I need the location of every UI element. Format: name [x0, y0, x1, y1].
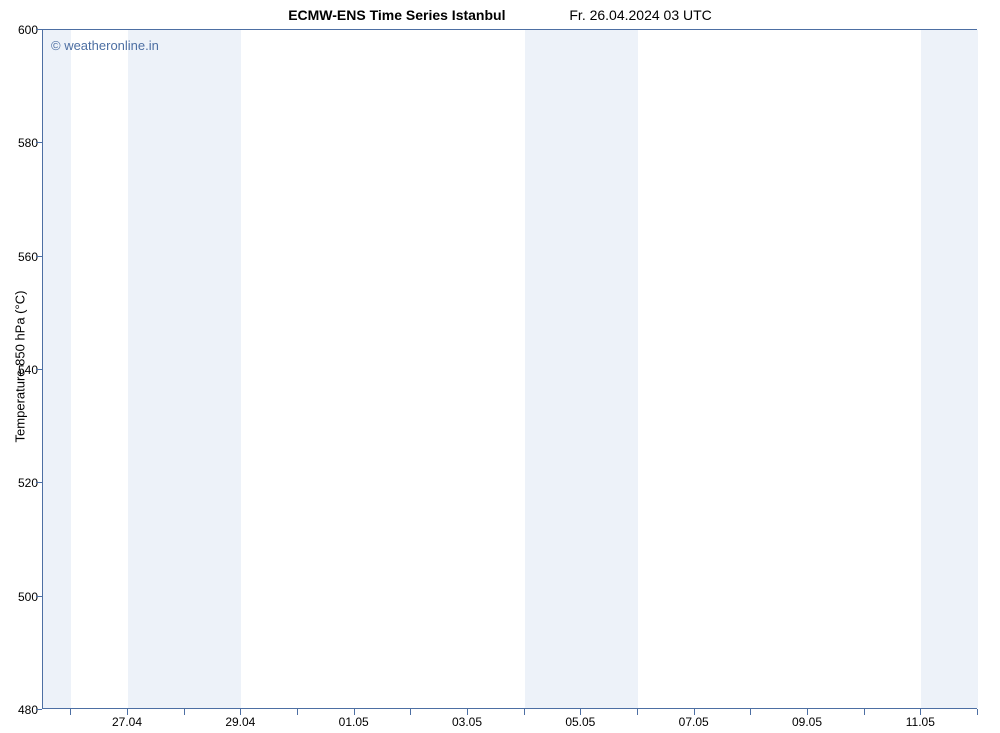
x-tick-mark	[864, 709, 865, 715]
y-tick-label: 600	[4, 23, 38, 37]
y-tick-mark	[36, 482, 42, 483]
weekend-band	[921, 30, 978, 708]
x-tick-label: 07.05	[679, 715, 709, 729]
x-tick-mark	[637, 709, 638, 715]
y-tick-label: 580	[4, 136, 38, 150]
weekend-band	[128, 30, 241, 708]
x-tick-label: 29.04	[225, 715, 255, 729]
x-tick-mark	[70, 709, 71, 715]
y-tick-mark	[36, 29, 42, 30]
y-tick-label: 520	[4, 476, 38, 490]
x-tick-label: 27.04	[112, 715, 142, 729]
x-tick-mark	[184, 709, 185, 715]
x-tick-label: 09.05	[792, 715, 822, 729]
x-tick-label: 05.05	[565, 715, 595, 729]
x-tick-label: 11.05	[906, 715, 935, 729]
chart-title-right: Fr. 26.04.2024 03 UTC	[569, 7, 711, 23]
y-tick-mark	[36, 709, 42, 710]
weekend-band	[525, 30, 638, 708]
y-tick-label: 480	[4, 703, 38, 717]
weekend-band	[43, 30, 71, 708]
plot-area: © weatheronline.in	[42, 29, 977, 709]
watermark: © weatheronline.in	[51, 38, 159, 53]
y-tick-label: 560	[4, 250, 38, 264]
x-tick-label: 01.05	[339, 715, 369, 729]
x-tick-mark	[297, 709, 298, 715]
y-tick-label: 540	[4, 363, 38, 377]
y-tick-mark	[36, 256, 42, 257]
x-tick-mark	[524, 709, 525, 715]
y-tick-label: 500	[4, 590, 38, 604]
y-tick-mark	[36, 369, 42, 370]
y-tick-mark	[36, 596, 42, 597]
x-tick-mark	[977, 709, 978, 715]
y-tick-mark	[36, 142, 42, 143]
x-tick-label: 03.05	[452, 715, 482, 729]
x-tick-mark	[750, 709, 751, 715]
x-tick-mark	[410, 709, 411, 715]
chart-container: ECMW-ENS Time Series Istanbul Fr. 26.04.…	[0, 0, 1000, 733]
chart-title-left: ECMW-ENS Time Series Istanbul	[288, 7, 505, 23]
chart-title: ECMW-ENS Time Series Istanbul Fr. 26.04.…	[0, 7, 1000, 23]
